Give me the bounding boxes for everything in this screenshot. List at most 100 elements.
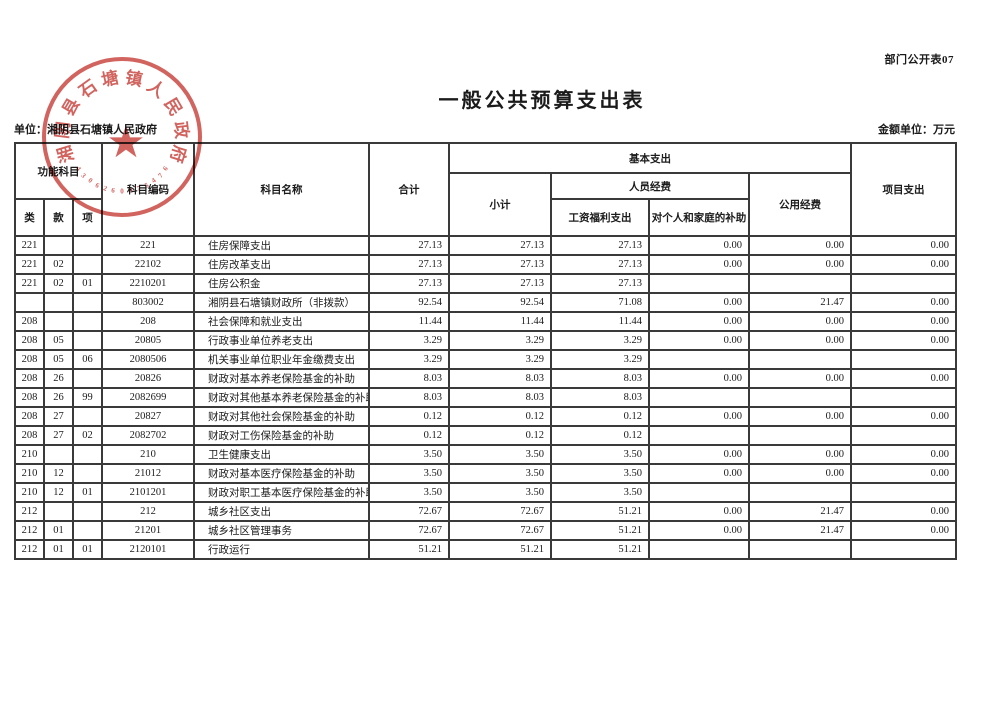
- table-row: 208 26 99 2082699 财政对其他基本养老保险基金的补助 8.03 8.03 8.…: [14, 387, 958, 408]
- table-cell: 财政对其他基本养老保险基金的补助: [193, 387, 371, 408]
- table-cell: [850, 387, 958, 408]
- table-cell: 21.47: [748, 292, 853, 313]
- table-cell: [71, 368, 104, 389]
- table-cell: 02: [71, 425, 104, 446]
- table-cell: 12: [43, 463, 74, 484]
- table-cell: [850, 273, 958, 294]
- table-cell: 51.21: [550, 539, 651, 560]
- table-row: 208 26 20826 财政对基本养老保险基金的补助 8.03 8.03 8.03 0.00…: [14, 368, 958, 389]
- table-row: 208 27 02 2082702 财政对工伤保险基金的补助 0.12 0.12 0.12: [14, 425, 958, 446]
- table-cell: 城乡社区支出: [193, 501, 371, 522]
- table-row: 221 02 22102 住房改革支出 27.13 27.13 27.13 0.00 0.00 0…: [14, 254, 958, 275]
- table-row: 212 01 01 2120101 行政运行 51.21 51.21 51.21: [14, 539, 958, 560]
- table-cell: 0.00: [850, 406, 958, 427]
- table-cell: 湘阴县石塘镇财政所（非拨款）: [193, 292, 371, 313]
- table-cell: 11.44: [550, 311, 651, 332]
- table-cell: 72.67: [368, 520, 451, 541]
- table-cell: [71, 501, 104, 522]
- table-cell: 8.03: [448, 368, 553, 389]
- table-cell: 0.00: [648, 292, 751, 313]
- table-cell: [43, 292, 74, 313]
- table-cell: 社会保障和就业支出: [193, 311, 371, 332]
- table-body: 221 221 住房保障支出 27.13 27.13 27.13 0.00 0.00 0.00 2…: [14, 235, 958, 560]
- table-cell: 21.47: [748, 520, 853, 541]
- header-subject-code: 科目编码: [101, 142, 196, 237]
- table-cell: 0.00: [850, 311, 958, 332]
- table-row: 212 01 21201 城乡社区管理事务 72.67 72.67 51.21 0.00 21.…: [14, 520, 958, 541]
- table-cell: 财政对职工基本医疗保险基金的补助: [193, 482, 371, 503]
- table-cell: 01: [71, 482, 104, 503]
- table-cell: 0.00: [748, 406, 853, 427]
- table-cell: 住房公积金: [193, 273, 371, 294]
- table-cell: 27.13: [550, 273, 651, 294]
- table-cell: 8.03: [550, 368, 651, 389]
- header-kuan: 款: [43, 198, 74, 237]
- table-cell: 11.44: [448, 311, 553, 332]
- table-cell: 0.00: [748, 463, 853, 484]
- amount-unit-label: 金额单位：万元: [878, 124, 955, 136]
- table-cell: 26: [43, 387, 74, 408]
- table-cell: [71, 520, 104, 541]
- table-cell: [71, 330, 104, 351]
- table-cell: 2082699: [101, 387, 196, 408]
- table-cell: 208: [14, 311, 45, 332]
- table-cell: 20805: [101, 330, 196, 351]
- table-cell: 51.21: [550, 501, 651, 522]
- table-cell: 20826: [101, 368, 196, 389]
- table-cell: 0.00: [850, 463, 958, 484]
- table-cell: 208: [14, 330, 45, 351]
- table-header: 功能科目 科目编码 科目名称 合计 基本支出 项目支出 小计 人员经费 公用经费…: [13, 142, 958, 237]
- table-cell: 208: [14, 387, 45, 408]
- table-cell: 0.00: [850, 368, 958, 389]
- table-cell: 财政对基本医疗保险基金的补助: [193, 463, 371, 484]
- header-total: 合计: [368, 142, 451, 237]
- table-cell: 212: [101, 501, 196, 522]
- table-cell: 72.67: [448, 520, 553, 541]
- table-cell: 0.00: [850, 520, 958, 541]
- table-cell: 21.47: [748, 501, 853, 522]
- table-cell: [14, 292, 45, 313]
- table-cell: 行政事业单位养老支出: [193, 330, 371, 351]
- table-cell: 21012: [101, 463, 196, 484]
- table-cell: [748, 539, 853, 560]
- table-cell: 8.03: [368, 387, 451, 408]
- table-cell: 27: [43, 425, 74, 446]
- table-cell: [71, 444, 104, 465]
- header-public-funds: 公用经费: [748, 172, 853, 237]
- budget-table: 功能科目 科目编码 科目名称 合计 基本支出 项目支出 小计 人员经费 公用经费…: [13, 142, 958, 560]
- table-cell: 221: [14, 273, 45, 294]
- table-cell: [648, 482, 751, 503]
- table-cell: 0.00: [748, 368, 853, 389]
- table-row: 210 12 01 2101201 财政对职工基本医疗保险基金的补助 3.50 3.50 3.…: [14, 482, 958, 503]
- table-cell: [648, 349, 751, 370]
- table-cell: 210: [101, 444, 196, 465]
- doc-code: 部门公开表07: [884, 54, 954, 66]
- table-cell: 02: [43, 254, 74, 275]
- table-cell: 0.00: [648, 311, 751, 332]
- table-cell: 0.00: [648, 406, 751, 427]
- table-cell: 0.12: [550, 406, 651, 427]
- table-cell: [43, 235, 74, 256]
- table-cell: 208: [101, 311, 196, 332]
- table-cell: 3.29: [368, 330, 451, 351]
- table-cell: [648, 539, 751, 560]
- header-lei: 类: [14, 198, 45, 237]
- table-cell: [850, 482, 958, 503]
- table-cell: 0.12: [448, 406, 553, 427]
- table-cell: 0.00: [648, 444, 751, 465]
- table-cell: 05: [43, 349, 74, 370]
- table-row: 208 05 20805 行政事业单位养老支出 3.29 3.29 3.29 0.00 0.00…: [14, 330, 958, 351]
- table-cell: [850, 425, 958, 446]
- table-cell: 51.21: [448, 539, 553, 560]
- table-cell: 3.50: [448, 482, 553, 503]
- table-cell: 27.13: [550, 235, 651, 256]
- table-cell: 221: [14, 235, 45, 256]
- table-cell: [71, 406, 104, 427]
- table-cell: [71, 235, 104, 256]
- table-row: 208 05 06 2080506 机关事业单位职业年金缴费支出 3.29 3.29 3.29: [14, 349, 958, 370]
- table-cell: 11.44: [368, 311, 451, 332]
- table-row: 221 02 01 2210201 住房公积金 27.13 27.13 27.13: [14, 273, 958, 294]
- table-cell: 210: [14, 463, 45, 484]
- table-cell: 财政对基本养老保险基金的补助: [193, 368, 371, 389]
